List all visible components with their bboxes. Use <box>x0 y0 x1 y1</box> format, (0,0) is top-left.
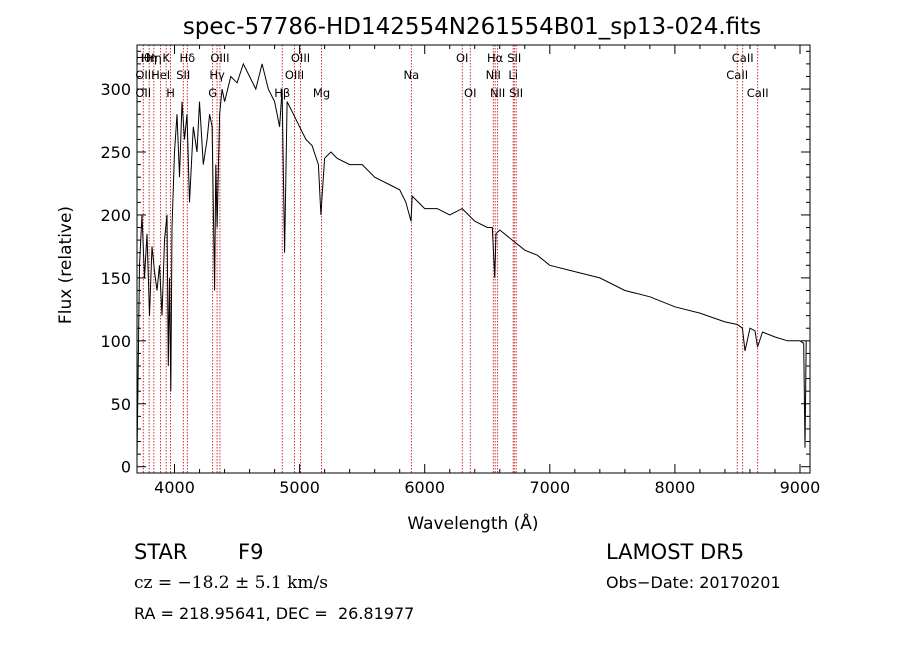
line-label: NII <box>486 68 501 82</box>
redshift-velocity: cz = −18.2 ± 5.1 km/s <box>134 573 328 593</box>
chart-title: spec-57786-HD142554N261554B01_sp13-024.f… <box>183 14 761 40</box>
y-tick-label: 250 <box>100 143 131 162</box>
x-tick-label: 6000 <box>404 478 445 497</box>
y-tick-label: 150 <box>100 269 131 288</box>
line-label: Hη <box>141 51 157 65</box>
line-label: Na <box>404 68 420 82</box>
object-class: STAR <box>134 540 188 564</box>
line-label: OII <box>135 86 151 100</box>
line-label: G <box>208 86 217 100</box>
line-label: OI <box>464 86 476 100</box>
line-label: Hδ <box>179 51 195 65</box>
line-label: Li <box>508 68 518 82</box>
object-subclass: F9 <box>238 540 264 564</box>
x-tick-label: 9000 <box>780 478 821 497</box>
x-axis-label: Wavelength (Å) <box>407 512 538 534</box>
line-label: SII <box>509 86 523 100</box>
line-label: CaII <box>747 86 769 100</box>
x-tick-label: 5000 <box>279 478 320 497</box>
line-label: OI <box>456 51 468 65</box>
line-label: SII <box>176 68 190 82</box>
line-label: CaII <box>732 51 754 65</box>
line-label: OII <box>135 68 151 82</box>
line-label: Hα <box>487 51 504 65</box>
line-label: OIII <box>291 51 310 65</box>
y-tick-label: 100 <box>100 332 131 351</box>
y-axis-label: Flux (relative) <box>56 206 76 324</box>
survey-name: LAMOST DR5 <box>606 540 745 564</box>
line-label: OIII <box>210 51 229 65</box>
spectrum-line <box>136 62 807 461</box>
spectral-line-labels: HθOIIOIIHηHηHeIKHSIIHδGHγOIIIHβOIIIOIIIM… <box>135 51 768 100</box>
x-axis-ticks: 4000 5000 6000 7000 8000 9000 <box>154 45 820 497</box>
observation-date: Obs−Date: 20170201 <box>606 573 781 592</box>
line-label: CaII <box>726 68 748 82</box>
ra-dec-coordinates: RA = 218.95641, DEC = 26.81977 <box>134 604 415 623</box>
line-label: Hη <box>146 51 162 65</box>
y-tick-label: 300 <box>100 80 131 99</box>
line-label: Hγ <box>209 68 225 82</box>
line-label: Hβ <box>274 86 290 100</box>
line-label: H <box>166 86 175 100</box>
spectrum-series <box>136 62 807 461</box>
y-tick-label: 200 <box>100 206 131 225</box>
y-axis-ticks: 0 50 100 150 200 250 300 <box>100 50 810 477</box>
line-label: Hθ <box>135 51 151 65</box>
y-tick-label: 50 <box>111 395 131 414</box>
x-tick-label: 4000 <box>154 478 195 497</box>
line-label: HeI <box>151 68 170 82</box>
spectral-line-markers <box>142 45 759 473</box>
x-tick-label: 8000 <box>655 478 696 497</box>
y-tick-label: 0 <box>121 458 131 477</box>
line-label: OIII <box>285 68 304 82</box>
plot-frame <box>136 44 811 474</box>
line-label: NII <box>490 86 505 100</box>
line-label: SII <box>507 51 521 65</box>
line-label: Mg <box>313 86 330 100</box>
x-tick-label: 7000 <box>529 478 570 497</box>
line-label: K <box>162 51 170 65</box>
